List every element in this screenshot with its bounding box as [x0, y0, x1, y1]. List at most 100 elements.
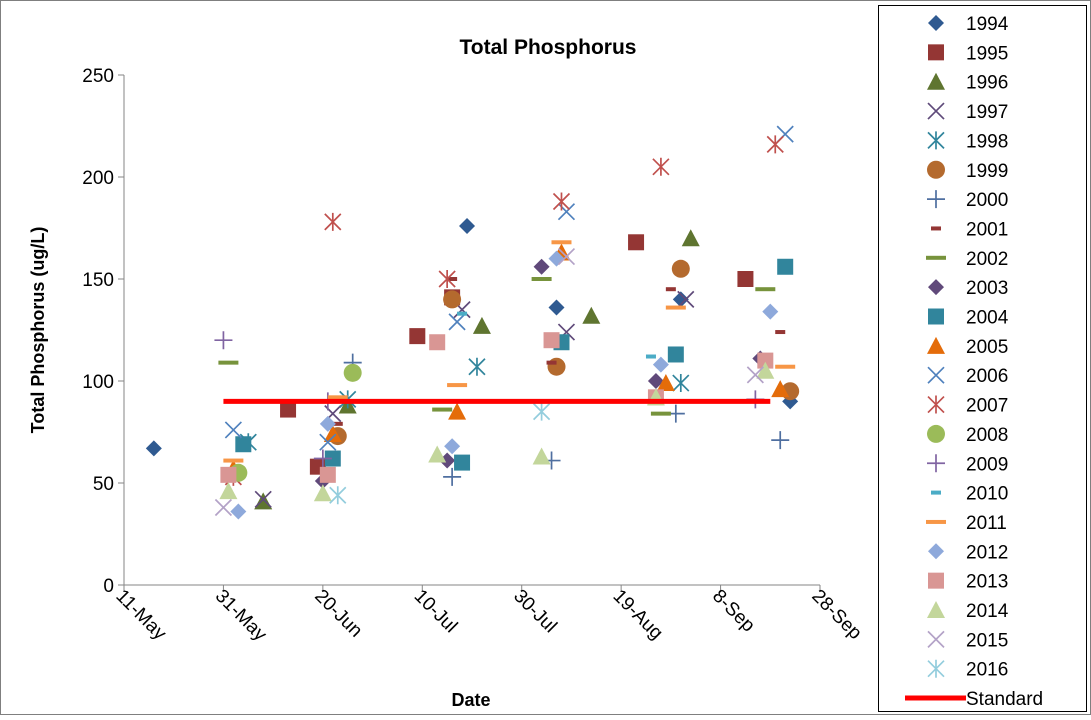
x-axis-title: Date [451, 690, 490, 710]
data-point-2004 [235, 436, 252, 453]
data-point-2003 [647, 373, 664, 389]
data-point-2016 [532, 402, 551, 421]
y-tick-label: 250 [82, 66, 114, 87]
data-point-2001 [332, 421, 343, 426]
data-point-2011 [551, 240, 572, 245]
data-point-1996 [681, 229, 700, 247]
data-point-1998 [468, 357, 486, 376]
legend-label-2016: 2016 [966, 660, 1008, 681]
data-point-2009 [313, 449, 332, 468]
legend-marker-2001 [931, 226, 941, 231]
data-point-2001 [447, 277, 458, 281]
data-point-2000 [443, 467, 462, 486]
legend-marker-2015 [927, 630, 945, 648]
legend-marker-2003 [928, 279, 944, 296]
y-tick-label: 100 [82, 372, 114, 393]
legend-marker-2006 [927, 366, 945, 384]
data-point-2001 [775, 330, 786, 335]
data-point-1994 [145, 440, 162, 457]
data-point-1997 [677, 290, 695, 309]
legend-label-1994: 1994 [966, 14, 1009, 35]
data-marks [145, 125, 800, 520]
legend-marker-1997 [927, 102, 945, 120]
legend-label-2013: 2013 [966, 572, 1008, 593]
data-point-1999 [443, 290, 462, 309]
data-point-1996 [582, 306, 601, 324]
legend-box [878, 5, 1087, 712]
data-point-2005 [656, 374, 675, 392]
data-point-1997 [254, 490, 272, 508]
data-point-2007 [324, 212, 342, 231]
data-point-2014 [219, 482, 238, 500]
data-point-1999 [547, 357, 566, 376]
legend-label-2005: 2005 [966, 337, 1008, 358]
data-point-2009 [214, 331, 233, 350]
data-point-2002 [531, 277, 552, 281]
legend-label-Standard: Standard [966, 689, 1043, 710]
y-tick-label: 0 [103, 576, 114, 597]
legend-marker-2009 [927, 454, 945, 473]
data-point-2007 [438, 270, 456, 288]
data-point-2015 [557, 247, 576, 266]
data-point-2005 [771, 380, 790, 398]
data-point-1999 [671, 259, 690, 278]
data-point-2004 [777, 258, 794, 275]
data-point-2006 [319, 433, 337, 451]
data-point-2014 [532, 447, 551, 465]
legend-label-2012: 2012 [966, 542, 1008, 563]
data-point-2002 [755, 287, 776, 292]
legend-marker-2004 [928, 308, 944, 325]
legend-label-2011: 2011 [966, 513, 1007, 534]
data-point-2012 [762, 303, 779, 320]
data-point-2004 [667, 346, 684, 363]
legend-label-1997: 1997 [966, 102, 1008, 123]
data-point-2003 [439, 452, 456, 469]
data-point-2011 [447, 383, 468, 388]
legend-marker-1998 [927, 131, 945, 150]
legend-marker-2013 [928, 572, 944, 589]
legend-label-2001: 2001 [966, 219, 1008, 240]
legend-marker-1996 [927, 72, 945, 90]
data-point-1995 [737, 271, 754, 287]
data-point-2012 [652, 356, 669, 373]
legend-label-2008: 2008 [966, 425, 1008, 446]
data-point-2006 [224, 421, 242, 439]
y-tick-label: 200 [82, 168, 114, 189]
legend-label-2010: 2010 [966, 484, 1008, 505]
data-point-2007 [766, 135, 784, 154]
data-point-1995 [280, 401, 297, 418]
legend-label-2004: 2004 [966, 308, 1009, 329]
y-tick-label: 50 [93, 474, 114, 495]
legend-marker-2010 [931, 490, 941, 495]
legend-marker-1995 [928, 44, 944, 61]
data-point-2004 [454, 454, 471, 471]
data-point-2012 [230, 503, 247, 520]
data-point-2011 [327, 395, 348, 400]
legend-marker-2012 [928, 543, 944, 560]
legend-label-1999: 1999 [966, 161, 1008, 182]
data-point-2013 [543, 332, 560, 349]
data-point-2014 [428, 445, 447, 463]
legend-label-2007: 2007 [966, 396, 1008, 417]
data-point-2005 [448, 402, 467, 420]
data-point-1994 [459, 217, 476, 234]
data-point-2011 [665, 305, 686, 310]
legend-label-2009: 2009 [966, 454, 1008, 475]
chart-title: Total Phosphorus [460, 36, 637, 59]
y-tick-label: 150 [82, 270, 114, 291]
legend-label-1996: 1996 [966, 73, 1008, 94]
data-point-2007 [552, 192, 571, 211]
legend-marker-2000 [927, 190, 945, 209]
data-point-1995 [628, 234, 645, 251]
legend-label-2003: 2003 [966, 278, 1008, 299]
data-point-2013 [220, 466, 237, 483]
data-point-2013 [429, 334, 446, 351]
data-point-2001 [665, 287, 676, 292]
data-point-2013 [319, 466, 336, 483]
data-point-2014 [756, 361, 775, 379]
data-point-2006 [448, 313, 466, 331]
legend-label-2015: 2015 [966, 630, 1008, 651]
legend-marker-2014 [927, 601, 945, 618]
